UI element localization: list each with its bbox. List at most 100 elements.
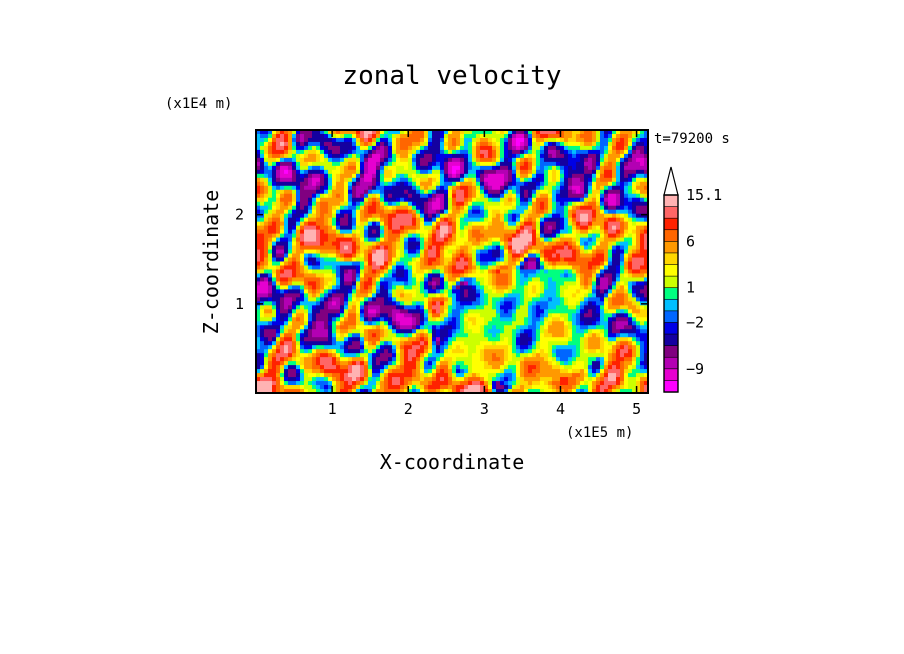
heatmap-cell: [540, 165, 545, 171]
heatmap-cell: [504, 353, 509, 358]
heatmap-cell: [304, 301, 309, 306]
heatmap-cell: [360, 173, 365, 179]
heatmap-cell: [376, 141, 381, 147]
heatmap-cell: [368, 213, 373, 219]
heatmap-cell: [296, 293, 301, 298]
heatmap-cell: [308, 281, 313, 286]
heatmap-cell: [444, 317, 449, 322]
heatmap-cell: [496, 261, 501, 267]
heatmap-cell: [392, 389, 397, 393]
heatmap-cell: [512, 249, 517, 255]
heatmap-cell: [524, 365, 529, 370]
heatmap-cell: [408, 225, 413, 231]
heatmap-cell: [524, 181, 529, 187]
heatmap-cell: [412, 337, 417, 342]
heatmap-cell: [260, 249, 265, 255]
heatmap-cell: [328, 333, 333, 338]
heatmap-cell: [424, 301, 429, 306]
heatmap-cell: [356, 141, 361, 147]
heatmap-cell: [376, 241, 381, 247]
heatmap-cell: [528, 337, 533, 342]
heatmap-cell: [408, 221, 413, 227]
heatmap-cell: [332, 373, 337, 378]
heatmap-cell: [336, 345, 341, 350]
heatmap-cell: [488, 365, 493, 370]
heatmap-cell: [468, 221, 473, 227]
heatmap-cell: [364, 209, 369, 215]
heatmap-cell: [376, 173, 381, 179]
heatmap-cell: [272, 193, 277, 199]
heatmap-cell: [476, 273, 481, 279]
heatmap-cell: [304, 369, 309, 374]
heatmap-cell: [296, 205, 301, 211]
heatmap-cell: [404, 325, 409, 330]
heatmap-cell: [464, 185, 469, 191]
heatmap-cell: [384, 245, 389, 251]
heatmap-cell: [268, 197, 273, 203]
heatmap-cell: [272, 241, 277, 247]
heatmap-cell: [312, 249, 317, 255]
heatmap-cell: [312, 169, 317, 175]
heatmap-cell: [268, 209, 273, 215]
heatmap-cell: [436, 289, 441, 294]
heatmap-cell: [260, 293, 265, 298]
heatmap-cell: [540, 345, 545, 350]
heatmap-cell: [460, 169, 465, 175]
heatmap-cell: [400, 305, 405, 310]
heatmap-cell: [536, 165, 541, 171]
heatmap-cell: [396, 141, 401, 147]
heatmap-cell: [276, 233, 281, 239]
heatmap-cell: [448, 269, 453, 275]
heatmap-cell: [316, 365, 321, 370]
heatmap-cell: [256, 305, 261, 310]
heatmap-cell: [536, 261, 541, 267]
heatmap-cell: [488, 137, 493, 143]
heatmap-cell: [432, 165, 437, 171]
heatmap-cell: [364, 157, 369, 163]
heatmap-cell: [376, 181, 381, 187]
heatmap-cell: [420, 181, 425, 187]
heatmap-cell: [372, 197, 377, 203]
heatmap-cell: [464, 337, 469, 342]
heatmap-cell: [292, 289, 297, 294]
heatmap-cell: [360, 189, 365, 195]
heatmap-cell: [388, 381, 393, 386]
heatmap-cell: [484, 141, 489, 147]
heatmap-cell: [344, 369, 349, 374]
heatmap-cell: [460, 130, 465, 135]
heatmap-cell: [364, 217, 369, 223]
heatmap-cell: [312, 221, 317, 227]
heatmap-cell: [468, 325, 473, 330]
heatmap-cell: [256, 181, 261, 187]
heatmap-cell: [552, 361, 557, 366]
heatmap-cell: [460, 369, 465, 374]
heatmap-cell: [436, 137, 441, 143]
heatmap-cell: [500, 225, 505, 231]
heatmap-cell: [536, 130, 541, 135]
heatmap-cell: [480, 185, 485, 191]
heatmap-cell: [472, 269, 477, 275]
heatmap-cell: [424, 253, 429, 259]
heatmap-cell: [464, 229, 469, 235]
heatmap-cell: [420, 185, 425, 191]
heatmap-cell: [428, 301, 433, 306]
heatmap-cell: [364, 309, 369, 314]
heatmap-cell: [472, 361, 477, 366]
heatmap-cell: [268, 309, 273, 314]
heatmap-cell: [516, 265, 521, 271]
heatmap-cell: [424, 193, 429, 199]
heatmap-cell: [536, 289, 541, 294]
heatmap-cell: [304, 349, 309, 354]
heatmap-cell: [412, 217, 417, 223]
heatmap-cell: [516, 149, 521, 155]
heatmap-cell: [484, 157, 489, 163]
heatmap-cell: [464, 225, 469, 231]
heatmap-cell: [368, 361, 373, 366]
heatmap-cell: [260, 297, 265, 302]
heatmap-cell: [532, 285, 537, 290]
heatmap-cell: [500, 301, 505, 306]
heatmap-cell: [504, 130, 509, 135]
heatmap-cell: [276, 265, 281, 271]
heatmap-cell: [512, 141, 517, 147]
heatmap-cell: [548, 157, 553, 163]
